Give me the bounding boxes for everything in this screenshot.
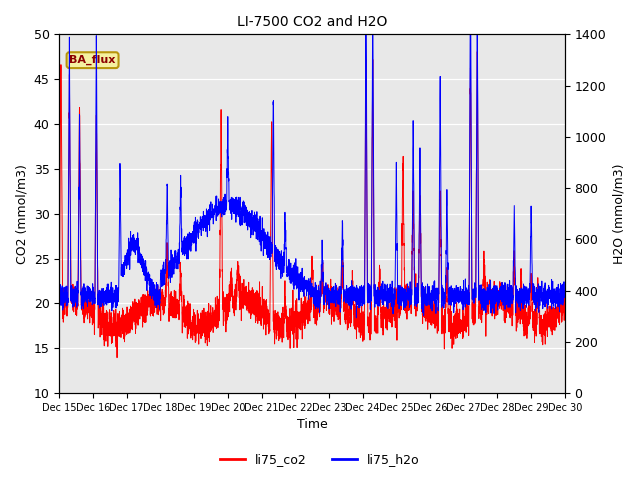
Text: BA_flux: BA_flux <box>69 55 116 65</box>
X-axis label: Time: Time <box>297 419 328 432</box>
Title: LI-7500 CO2 and H2O: LI-7500 CO2 and H2O <box>237 15 387 29</box>
Legend: li75_co2, li75_h2o: li75_co2, li75_h2o <box>215 448 425 471</box>
Y-axis label: H2O (mmol/m3): H2O (mmol/m3) <box>612 164 625 264</box>
Y-axis label: CO2 (mmol/m3): CO2 (mmol/m3) <box>15 164 28 264</box>
